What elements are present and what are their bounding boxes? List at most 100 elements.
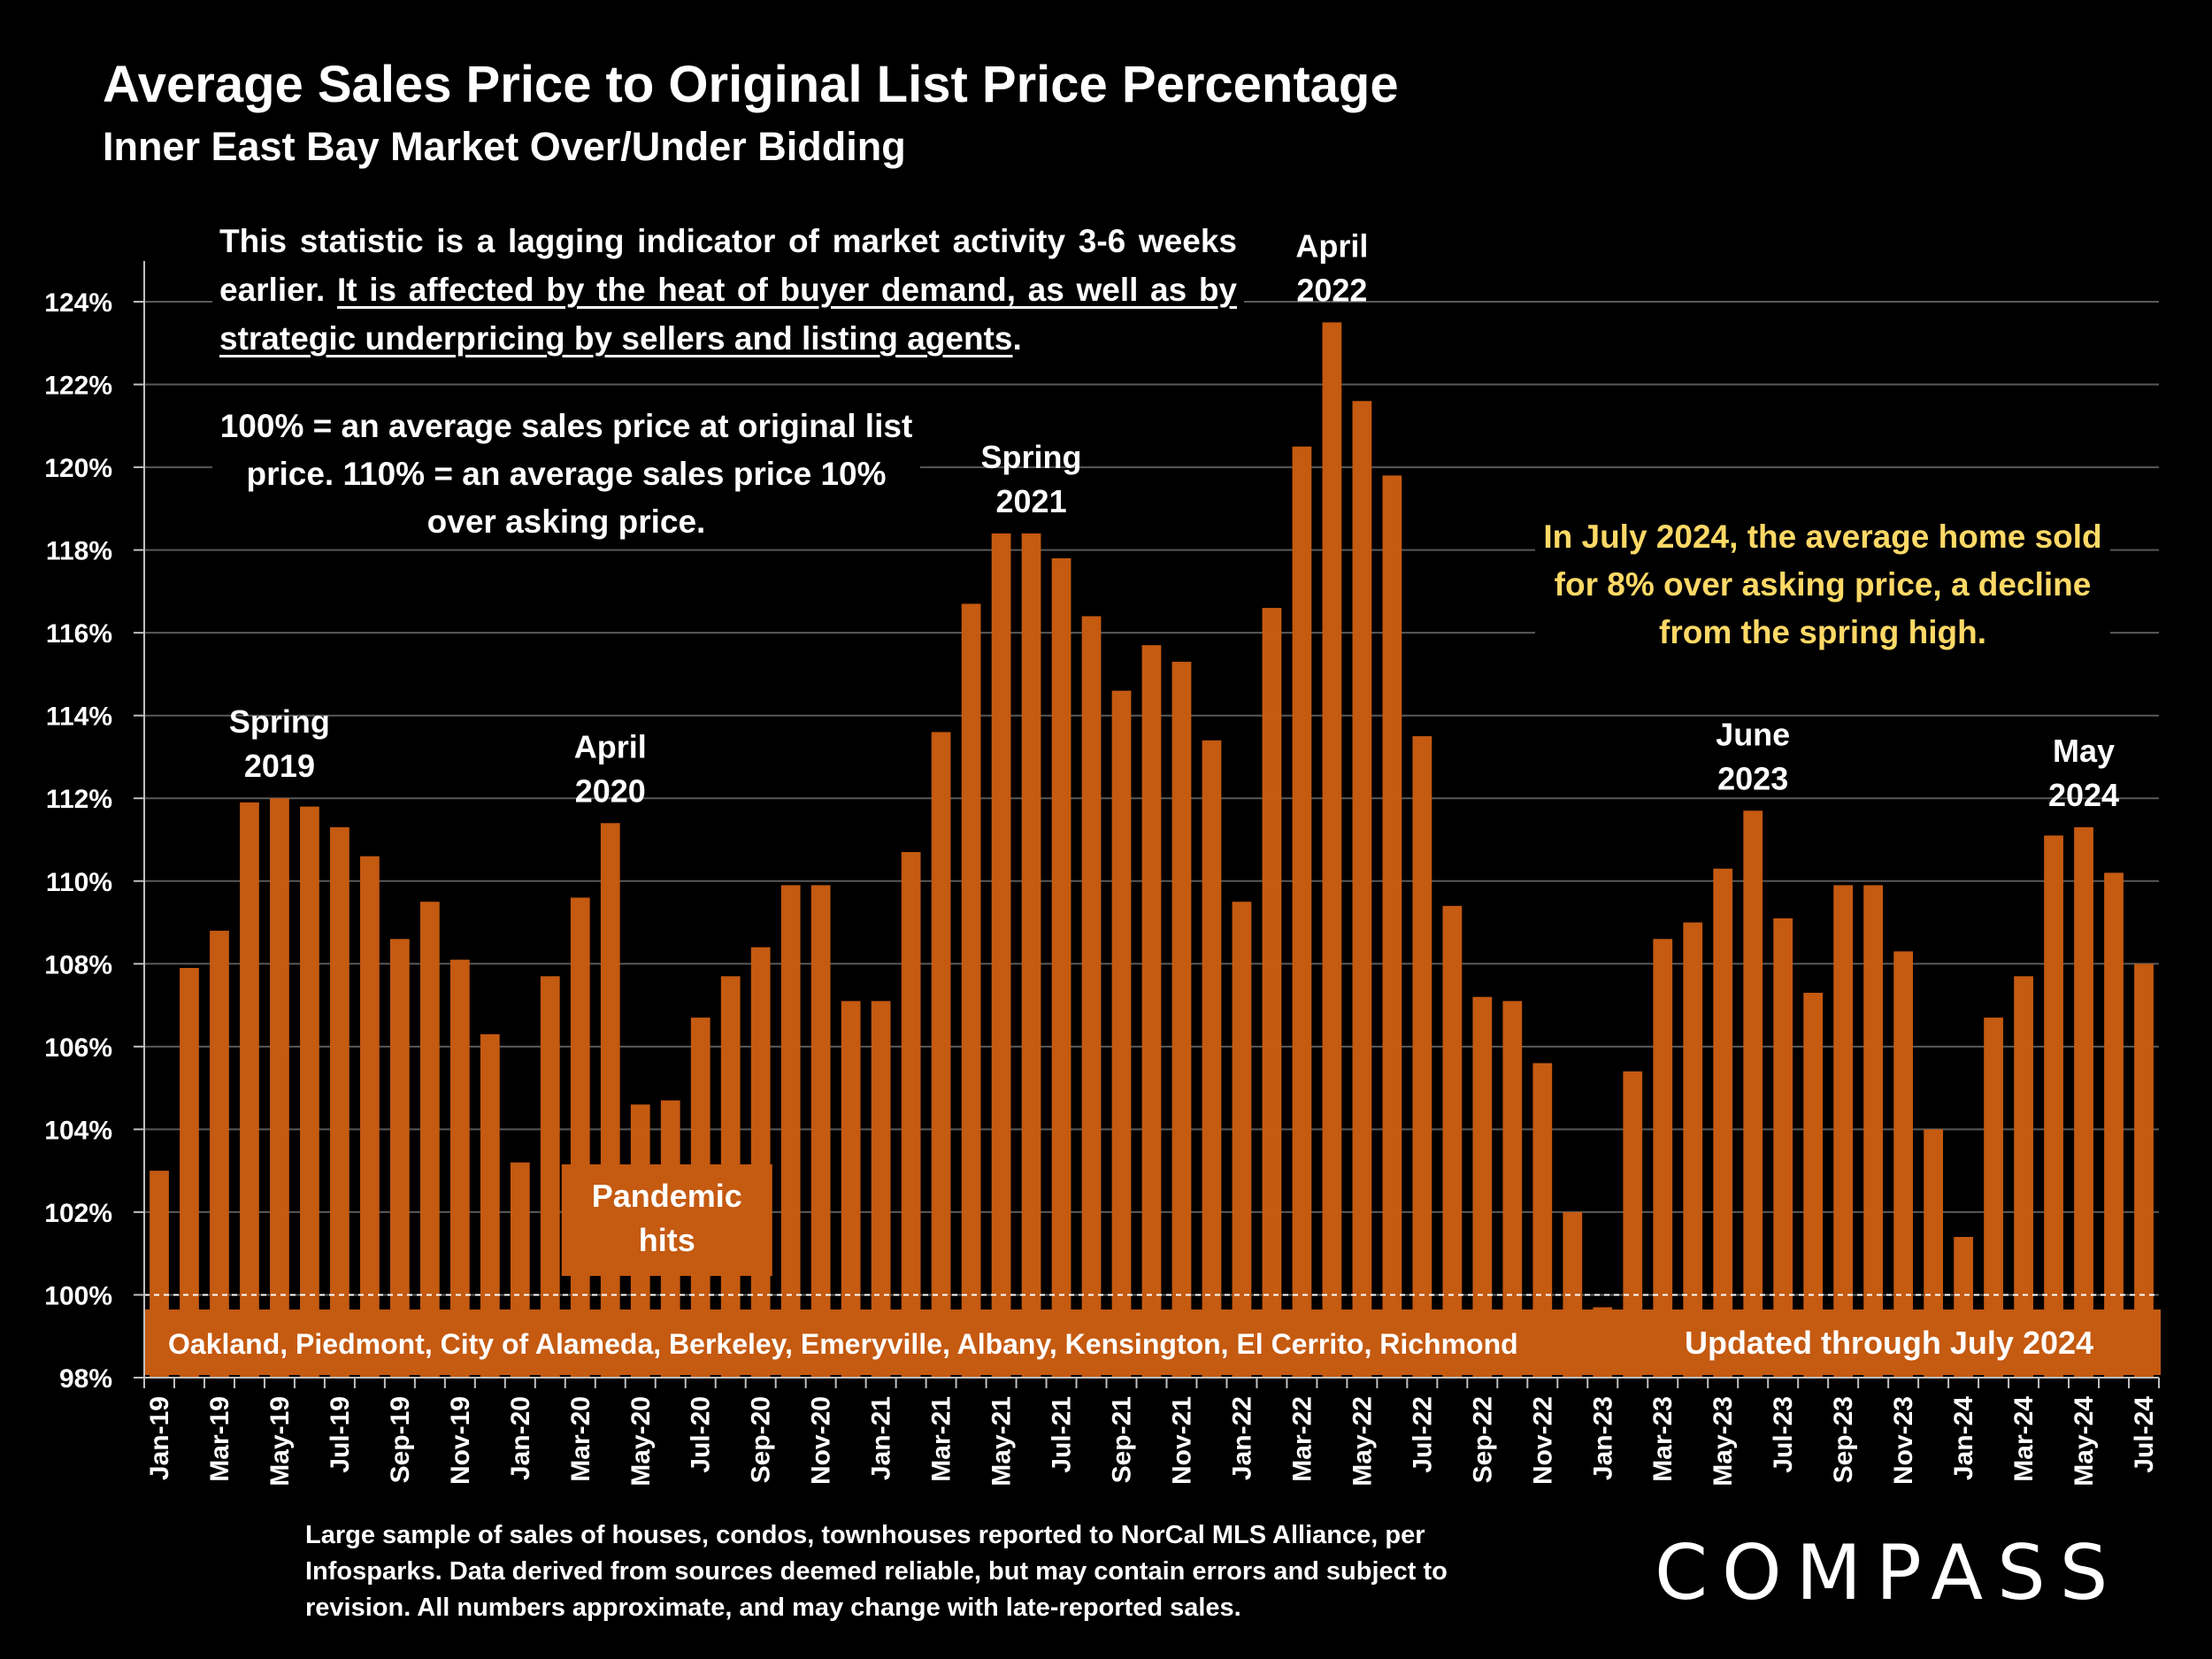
x-tick-label: Jan-23 — [1588, 1396, 1617, 1480]
y-tick-label: 122% — [44, 372, 112, 401]
bar-aug-21 — [1081, 616, 1102, 1378]
updated-label: Updated through July 2024 — [1685, 1325, 2093, 1361]
bar-jul-24 — [2134, 964, 2154, 1378]
y-tick-label: 112% — [46, 785, 112, 814]
intro-plain: This statistic is a lagging indicator of… — [219, 223, 1237, 308]
bar-may-19 — [270, 798, 289, 1378]
bar-oct-21 — [1141, 645, 1162, 1378]
x-tick-label: May-22 — [1348, 1396, 1377, 1486]
bar-dec-21 — [1202, 740, 1222, 1378]
pandemic-box — [561, 1164, 772, 1276]
pandemic-label: hits — [639, 1222, 695, 1258]
x-tick-label: Sep-20 — [747, 1396, 776, 1483]
intro-underlined: It is affected by the heat of buyer dema… — [219, 272, 1238, 357]
x-tick-label: Jan-22 — [1227, 1396, 1256, 1480]
peak-annotation: June — [1716, 716, 1790, 752]
x-tick-label: Jul-24 — [2130, 1396, 2159, 1473]
x-tick-label: Jul-20 — [687, 1396, 716, 1473]
bar-feb-19 — [180, 967, 199, 1378]
bar-jun-24 — [2104, 872, 2124, 1378]
bar-apr-19 — [240, 802, 259, 1378]
x-tick-label: Nov-22 — [1528, 1396, 1557, 1485]
chart-subtitle: Inner East Bay Market Over/Under Bidding — [103, 124, 906, 169]
intro-text: This statistic is a lagging indicator of… — [212, 217, 1244, 363]
bar-nov-20 — [810, 885, 831, 1378]
bar-dec-20 — [841, 1001, 861, 1378]
x-tick-label: Jul-23 — [1769, 1396, 1798, 1473]
bar-dec-19 — [480, 1033, 500, 1378]
bar-jun-21 — [1021, 533, 1041, 1378]
bar-apr-24 — [2044, 835, 2063, 1378]
x-tick-label: Mar-19 — [205, 1396, 234, 1482]
x-tick-label: May-20 — [626, 1396, 656, 1486]
x-tick-label: Nov-23 — [1889, 1396, 1918, 1485]
footnote: Large sample of sales of houses, condos,… — [305, 1521, 1448, 1622]
bar-mar-24 — [2014, 976, 2033, 1378]
y-tick-label: 118% — [46, 537, 112, 566]
bar-sep-23 — [1833, 885, 1854, 1378]
x-tick-label: Jan-24 — [1949, 1396, 1978, 1480]
annotations: Pandemic hits Spring 2019 April 2020 Spring 202… — [229, 227, 2119, 1276]
region-band-bg — [144, 1310, 2161, 1375]
y-tick-label: 124% — [44, 288, 112, 318]
bar-oct-19 — [419, 902, 440, 1378]
bar-nov-21 — [1171, 661, 1192, 1378]
peak-annotation: May — [2053, 733, 2115, 769]
x-tick-label: Mar-24 — [2009, 1396, 2039, 1482]
bar-jul-23 — [1773, 918, 1793, 1378]
bar-may-22 — [1352, 401, 1372, 1379]
compass-logo: COMPASS — [1655, 1529, 2123, 1617]
x-tick-label: Sep-19 — [386, 1396, 415, 1483]
peak-annotation: 2021 — [996, 483, 1067, 519]
x-tick-label: Jan-19 — [145, 1396, 174, 1480]
explanation-text: 100% = an average sales price at origina… — [212, 403, 920, 546]
bar-oct-23 — [1863, 885, 1884, 1378]
bar-mar-22 — [1292, 446, 1312, 1378]
x-tick-label: Nov-19 — [446, 1396, 475, 1485]
intro-end: . — [1012, 320, 1022, 357]
bar-jun-23 — [1743, 810, 1763, 1378]
x-tick-label: Mar-21 — [927, 1396, 956, 1482]
bar-aug-19 — [360, 856, 380, 1378]
bar-feb-20 — [540, 976, 560, 1378]
bar-feb-23 — [1623, 1071, 1643, 1378]
y-tick-label: 106% — [44, 1033, 112, 1063]
bar-feb-24 — [1984, 1018, 2003, 1378]
peak-annotation: Spring — [229, 703, 330, 740]
bar-oct-22 — [1502, 1001, 1523, 1378]
peak-annotation: Spring — [981, 439, 1082, 475]
y-tick-label: 102% — [44, 1199, 112, 1228]
y-tick-label: 110% — [46, 868, 112, 897]
bar-may-24 — [2074, 826, 2093, 1378]
bar-nov-23 — [1893, 951, 1914, 1378]
bar-apr-21 — [961, 603, 981, 1378]
x-tick-label: Nov-21 — [1167, 1396, 1196, 1485]
peak-annotation: 2024 — [2048, 777, 2119, 813]
peak-annotation: April — [1295, 227, 1368, 264]
peak-annotation: 2020 — [575, 772, 646, 809]
bars — [150, 322, 2154, 1379]
y-tick-label: 114% — [46, 703, 112, 732]
bar-jan-22 — [1232, 902, 1252, 1378]
x-tick-label: Jul-19 — [326, 1396, 355, 1473]
bar-oct-20 — [780, 885, 801, 1378]
bar-mar-19 — [210, 930, 229, 1378]
y-tick-label: 108% — [44, 950, 112, 979]
bar-feb-21 — [901, 852, 921, 1378]
peak-annotation: 2019 — [244, 748, 315, 784]
bar-aug-23 — [1803, 993, 1824, 1378]
x-tick-label: Jan-21 — [867, 1396, 896, 1480]
bar-apr-22 — [1322, 322, 1342, 1378]
bar-aug-22 — [1442, 905, 1463, 1378]
x-tick-label: Sep-22 — [1468, 1396, 1497, 1483]
x-tick-label: Jan-20 — [506, 1396, 535, 1480]
bar-mar-20 — [570, 897, 590, 1378]
bar-feb-22 — [1262, 608, 1282, 1378]
peak-annotation: 2022 — [1296, 272, 1367, 308]
x-tick-label: May-21 — [987, 1396, 1017, 1486]
x-tick-label: Nov-20 — [807, 1396, 836, 1485]
x-tick-label: Jul-21 — [1048, 1396, 1077, 1473]
bar-may-23 — [1713, 868, 1733, 1378]
x-tick-label: Mar-23 — [1648, 1396, 1678, 1482]
bar-apr-23 — [1683, 922, 1703, 1378]
